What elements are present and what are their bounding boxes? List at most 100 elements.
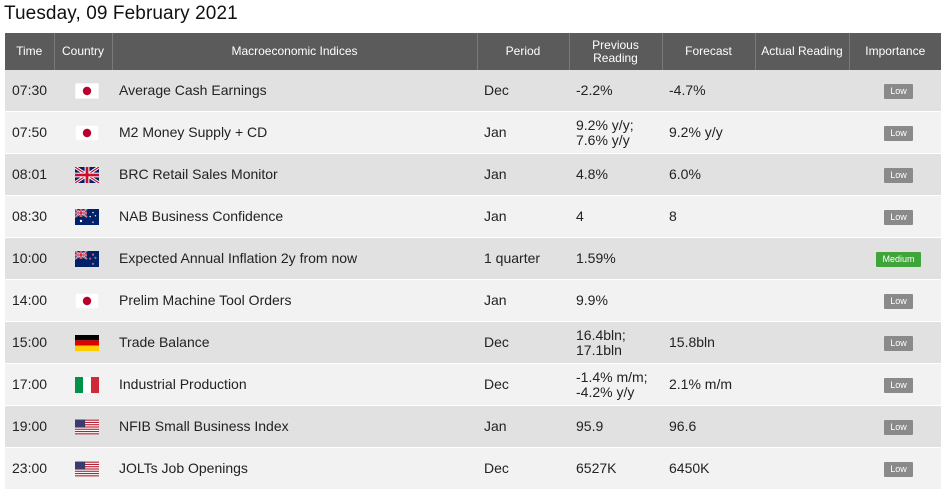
usa-flag-icon bbox=[74, 417, 99, 435]
importance-cell: Low bbox=[849, 279, 941, 322]
period-cell: Dec bbox=[477, 321, 569, 364]
period-cell: Jan bbox=[477, 195, 569, 238]
importance-badge: Low bbox=[884, 210, 913, 225]
importance-badge: Low bbox=[884, 336, 913, 351]
actual-reading-cell bbox=[755, 321, 849, 364]
actual-reading-cell bbox=[755, 70, 849, 112]
time-cell: 19:00 bbox=[5, 405, 54, 448]
country-cell bbox=[54, 363, 112, 406]
table-row: 07:50 M2 Money Supply + CD Jan 9.2% y/y; 7.… bbox=[5, 111, 941, 154]
uk-flag-icon bbox=[74, 165, 99, 183]
header-indices: Macroeconomic Indices bbox=[112, 33, 478, 70]
table-row: 08:30 NAB Business Confidence Jan 4 8 Low bbox=[5, 195, 941, 238]
country-cell bbox=[54, 279, 112, 322]
period-cell: Dec bbox=[477, 447, 569, 490]
new-zealand-flag-icon bbox=[74, 249, 99, 267]
italy-flag-icon bbox=[74, 375, 99, 393]
forecast-cell bbox=[662, 237, 755, 280]
actual-reading-cell bbox=[755, 447, 849, 490]
importance-cell: Low bbox=[849, 321, 941, 364]
time-cell: 14:00 bbox=[5, 279, 54, 322]
period-cell: Dec bbox=[477, 70, 569, 112]
previous-reading-cell: 16.4bln; 17.1bln bbox=[569, 321, 662, 364]
time-cell: 17:00 bbox=[5, 363, 54, 406]
actual-reading-cell bbox=[755, 405, 849, 448]
actual-reading-cell bbox=[755, 111, 849, 154]
period-cell: Jan bbox=[477, 153, 569, 196]
period-cell: Jan bbox=[477, 405, 569, 448]
indicator-name-cell: JOLTs Job Openings bbox=[112, 447, 477, 490]
country-cell bbox=[54, 70, 112, 112]
importance-badge: Medium bbox=[876, 252, 921, 267]
germany-flag-icon bbox=[74, 333, 99, 351]
indicator-name-cell: Industrial Production bbox=[112, 363, 477, 406]
previous-reading-cell: 95.9 bbox=[569, 405, 662, 448]
header-forecast: Forecast bbox=[662, 33, 756, 70]
indicator-name-cell: Trade Balance bbox=[112, 321, 477, 364]
time-cell: 07:50 bbox=[5, 111, 54, 154]
table-row: 07:30 Average Cash Earnings Dec -2.2% -4.7% L… bbox=[5, 70, 941, 112]
economic-calendar-table: Time Country Macroeconomic Indices Perio… bbox=[5, 33, 941, 490]
time-cell: 23:00 bbox=[5, 447, 54, 490]
table-row: 17:00 Industrial Production Dec -1.4% m/m; … bbox=[5, 363, 941, 406]
importance-badge: Low bbox=[884, 462, 913, 477]
importance-cell: Medium bbox=[849, 237, 941, 280]
header-period: Period bbox=[477, 33, 570, 70]
forecast-cell: 6.0% bbox=[662, 153, 755, 196]
table-header-row: Time Country Macroeconomic Indices Perio… bbox=[5, 33, 941, 70]
previous-reading-cell: -2.2% bbox=[569, 70, 662, 112]
japan-flag-icon bbox=[74, 81, 99, 99]
importance-cell: Low bbox=[849, 153, 941, 196]
indicator-name-cell: M2 Money Supply + CD bbox=[112, 111, 477, 154]
actual-reading-cell bbox=[755, 153, 849, 196]
country-cell bbox=[54, 405, 112, 448]
forecast-cell: 9.2% y/y bbox=[662, 111, 755, 154]
actual-reading-cell bbox=[755, 363, 849, 406]
indicator-name-cell: Expected Annual Inflation 2y from now bbox=[112, 237, 477, 280]
actual-reading-cell bbox=[755, 237, 849, 280]
usa-flag-icon bbox=[74, 459, 99, 477]
indicator-name-cell: NFIB Small Business Index bbox=[112, 405, 477, 448]
previous-reading-cell: 9.2% y/y; 7.6% y/y bbox=[569, 111, 662, 154]
importance-cell: Low bbox=[849, 447, 941, 490]
time-cell: 15:00 bbox=[5, 321, 54, 364]
importance-badge: Low bbox=[884, 84, 913, 99]
country-cell bbox=[54, 153, 112, 196]
period-cell: Jan bbox=[477, 279, 569, 322]
importance-cell: Low bbox=[849, 70, 941, 112]
previous-reading-cell: 4.8% bbox=[569, 153, 662, 196]
table-row: 15:00 Trade Balance Dec 16.4bln; 17.1bln 15.… bbox=[5, 321, 941, 364]
country-cell bbox=[54, 111, 112, 154]
indicator-name-cell: Prelim Machine Tool Orders bbox=[112, 279, 477, 322]
importance-badge: Low bbox=[884, 378, 913, 393]
table-row: 08:01 BRC Retail Sales Monitor Jan 4.8% 6.0%… bbox=[5, 153, 941, 196]
japan-flag-icon bbox=[74, 291, 99, 309]
country-cell bbox=[54, 447, 112, 490]
forecast-cell: 15.8bln bbox=[662, 321, 755, 364]
indicator-name-cell: BRC Retail Sales Monitor bbox=[112, 153, 477, 196]
header-importance: Importance bbox=[849, 33, 941, 70]
time-cell: 07:30 bbox=[5, 70, 54, 112]
header-country: Country bbox=[54, 33, 113, 70]
actual-reading-cell bbox=[755, 279, 849, 322]
country-cell bbox=[54, 321, 112, 364]
period-cell: Dec bbox=[477, 363, 569, 406]
importance-cell: Low bbox=[849, 111, 941, 154]
header-actual: Actual Reading bbox=[755, 33, 850, 70]
table-row: 14:00 Prelim Machine Tool Orders Jan 9.9% Lo… bbox=[5, 279, 941, 322]
importance-cell: Low bbox=[849, 363, 941, 406]
forecast-cell bbox=[662, 279, 755, 322]
importance-cell: Low bbox=[849, 195, 941, 238]
time-cell: 08:30 bbox=[5, 195, 54, 238]
time-cell: 10:00 bbox=[5, 237, 54, 280]
country-cell bbox=[54, 237, 112, 280]
forecast-cell: 2.1% m/m bbox=[662, 363, 755, 406]
importance-cell: Low bbox=[849, 405, 941, 448]
actual-reading-cell bbox=[755, 195, 849, 238]
header-time: Time bbox=[5, 33, 55, 70]
previous-reading-cell: 4 bbox=[569, 195, 662, 238]
importance-badge: Low bbox=[884, 126, 913, 141]
table-row: 19:00 NFIB Small Business Index Jan 95.9 96.… bbox=[5, 405, 941, 448]
forecast-cell: 8 bbox=[662, 195, 755, 238]
time-cell: 08:01 bbox=[5, 153, 54, 196]
